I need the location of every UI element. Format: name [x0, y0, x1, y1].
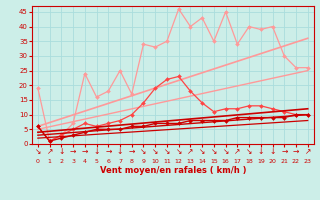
Text: →: → [105, 147, 111, 156]
Text: →: → [70, 147, 76, 156]
Text: →: → [129, 147, 135, 156]
Text: ↗: ↗ [305, 147, 311, 156]
Text: ↘: ↘ [175, 147, 182, 156]
Text: →: → [82, 147, 88, 156]
Text: ↘: ↘ [199, 147, 205, 156]
Text: ↘: ↘ [140, 147, 147, 156]
Text: ↓: ↓ [93, 147, 100, 156]
Text: ↘: ↘ [164, 147, 170, 156]
Text: →: → [293, 147, 299, 156]
Text: ↓: ↓ [117, 147, 123, 156]
Text: ↘: ↘ [222, 147, 229, 156]
Text: ↘: ↘ [246, 147, 252, 156]
Text: →: → [281, 147, 287, 156]
Text: ↘: ↘ [211, 147, 217, 156]
Text: ↗: ↗ [187, 147, 194, 156]
Text: ↓: ↓ [58, 147, 65, 156]
Text: ↘: ↘ [35, 147, 41, 156]
X-axis label: Vent moyen/en rafales ( km/h ): Vent moyen/en rafales ( km/h ) [100, 166, 246, 175]
Text: ↓: ↓ [269, 147, 276, 156]
Text: ↓: ↓ [258, 147, 264, 156]
Text: ↗: ↗ [46, 147, 53, 156]
Text: ↗: ↗ [234, 147, 241, 156]
Text: ↘: ↘ [152, 147, 158, 156]
